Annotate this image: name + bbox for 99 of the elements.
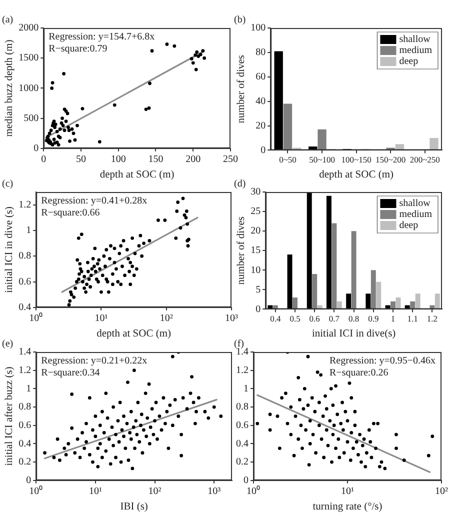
y-tick-label: 20: [256, 120, 266, 132]
x-tick-label: 0.9: [368, 314, 379, 324]
y-tick-label: 0: [244, 475, 248, 486]
legend-label: deep: [399, 56, 418, 68]
y-tick-label: 1.2: [236, 364, 248, 376]
legend-label: shallow: [399, 198, 432, 210]
y-tick-label: 1: [244, 383, 248, 394]
x-tick-label: 150~200: [376, 154, 406, 165]
x-axis-title: depth at SOC (m): [100, 169, 175, 180]
y-tick-label: 0: [34, 143, 39, 154]
y-tick-label: 0: [256, 304, 261, 315]
x-tick-label: 1.1: [407, 314, 418, 324]
y-axis-title: initial ICI after buzz (s): [4, 366, 16, 466]
y-tick-label: 30: [250, 186, 261, 198]
y-tick-label: 1: [26, 383, 32, 394]
y-tick-label: 1.2: [18, 364, 32, 376]
x-tick-label: 10¹: [88, 486, 102, 498]
x-tick-label: 0.7: [328, 314, 340, 324]
x-tick-label: 0.6: [309, 314, 320, 324]
annotation: R−square:0.34: [41, 368, 100, 379]
y-tick-label: 0.8: [236, 402, 248, 413]
legend-label: medium: [399, 209, 432, 220]
x-tick-label: 50~100: [309, 154, 335, 165]
legend-label: deep: [399, 220, 418, 232]
x-tick-label: 50: [76, 154, 86, 166]
y-tick-label: 0.6: [18, 420, 32, 431]
y-tick-label: 0.2: [18, 456, 32, 468]
annotation: Regression: y=154.7+6.8x: [48, 32, 155, 43]
annotation: R−square:0.66: [41, 208, 100, 219]
y-axis-title: initial ICI in dive (s): [4, 206, 16, 293]
chart-title: (a): [2, 14, 14, 26]
x-tick-label: 10⁰: [29, 312, 44, 324]
y-tick-label: 20: [250, 226, 261, 237]
y-tick-label: 15: [250, 245, 261, 256]
y-axis-title: number of dives: [236, 216, 248, 285]
y-tick-label: 0.8: [18, 402, 32, 413]
x-tick-label: 10¹: [341, 486, 354, 498]
x-tick-label: 0~50: [279, 154, 296, 165]
y-axis-title: number of dives: [236, 54, 248, 124]
x-axis-title: initial ICI in dive(s): [312, 328, 396, 340]
x-tick-label: 200~250: [410, 154, 440, 165]
x-tick-label: 0.4: [270, 314, 282, 324]
chart-title: (c): [2, 178, 14, 190]
y-tick-label: 0.2: [236, 456, 248, 468]
x-tick-label: 10⁰: [246, 485, 260, 498]
x-tick-label: 250: [223, 154, 238, 166]
y-tick-label: 2000: [18, 22, 39, 34]
x-axis-title: IBI (s): [120, 501, 148, 512]
y-tick-label: 60: [256, 72, 266, 83]
x-tick-label: 1.2: [426, 314, 438, 324]
y-tick-label: 1.2: [18, 199, 32, 210]
x-tick-label: 100~150: [341, 154, 372, 165]
y-tick-label: 1500: [18, 52, 39, 64]
y-tick-label: 1.4: [18, 346, 32, 358]
x-tick-label: 10²: [160, 313, 173, 324]
x-tick-label: 1: [390, 314, 396, 324]
annotation: Regression: y=0.95−0.46x: [330, 356, 436, 367]
y-tick-label: 100: [250, 22, 266, 34]
y-tick-label: 500: [24, 112, 39, 124]
x-tick-label: 10⁰: [29, 485, 44, 498]
x-tick-label: 10¹: [94, 313, 108, 324]
y-tick-label: 5: [256, 284, 261, 296]
y-tick-label: 0: [260, 144, 266, 156]
y-tick-label: 0.8: [18, 250, 32, 262]
x-tick-label: 10²: [148, 486, 162, 498]
x-axis-title: turning rate (°/s): [312, 501, 383, 512]
x-tick-label: 200: [186, 154, 201, 166]
annotation: R−square:0.26: [330, 368, 388, 379]
x-tick-label: 150: [148, 154, 164, 166]
y-axis-title: median buzz depth (m): [4, 39, 16, 137]
y-tick-label: 0.4: [18, 438, 32, 450]
x-tick-label: 100: [110, 154, 126, 166]
x-tick-label: 10²: [435, 486, 448, 498]
y-tick-label: 40: [256, 96, 266, 107]
annotation: R−square:0.79: [48, 44, 108, 55]
annotation: Regression: y=0.21+0.22x: [41, 356, 148, 367]
y-tick-label: 0: [26, 475, 32, 486]
y-tick-label: 1000: [18, 82, 39, 94]
legend-label: shallow: [399, 34, 432, 46]
y-tick-label: 0.6: [236, 420, 248, 431]
x-axis-title: depth at SOC (m): [319, 169, 394, 180]
y-tick-label: 1: [26, 225, 32, 236]
chart-title: (d): [234, 178, 246, 190]
legend-label: medium: [399, 45, 432, 56]
annotation: Regression: y=0.41+0.28x: [41, 196, 148, 207]
x-tick-label: 0.8: [348, 314, 360, 324]
x-tick-label: 0.5: [290, 314, 300, 324]
y-tick-label: 0.4: [18, 302, 32, 314]
x-tick-label: 10³: [208, 486, 221, 498]
y-tick-label: 80: [256, 47, 266, 58]
y-tick-label: 25: [250, 206, 261, 218]
chart-title: (b): [234, 14, 246, 26]
x-tick-label: 10³: [225, 313, 238, 324]
y-tick-label: 10: [250, 264, 261, 276]
x-tick-label: 0: [41, 154, 46, 166]
y-tick-label: 0.6: [18, 276, 32, 288]
x-axis-title: depth at SOC (m): [96, 328, 172, 340]
y-tick-label: 0.4: [236, 438, 248, 450]
chart-title: (e): [2, 338, 14, 350]
